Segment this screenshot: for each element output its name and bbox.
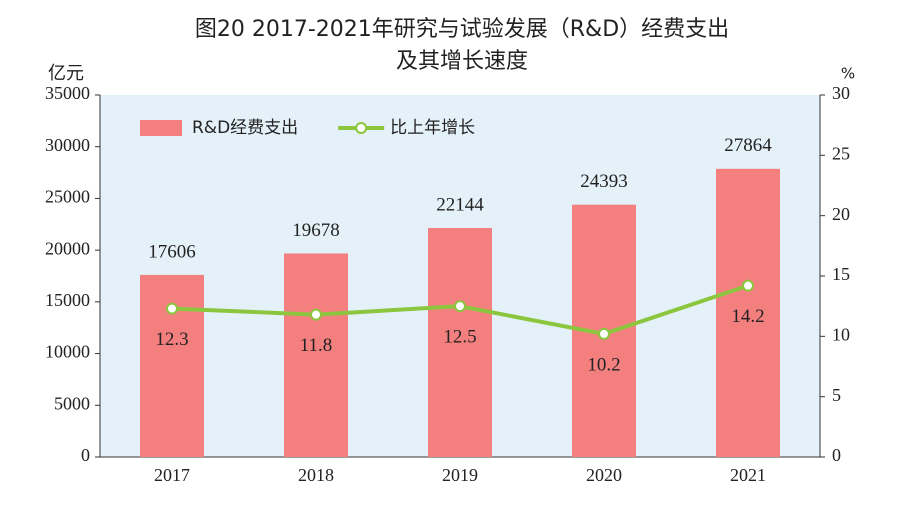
y2-tick-label: 15 (832, 264, 850, 284)
y-axis-label: 亿元 (48, 63, 84, 84)
legend-swatch (140, 120, 182, 136)
y-tick-label: 0 (81, 445, 90, 465)
y-tick-label: 30000 (45, 135, 90, 155)
x-tick-label: 2021 (730, 465, 766, 485)
y2-tick-label: 30 (832, 83, 850, 103)
line-value-label: 11.8 (300, 335, 333, 356)
x-tick-label: 2020 (586, 465, 622, 485)
bar (716, 168, 780, 457)
bar (284, 253, 348, 457)
line-marker (742, 279, 754, 292)
y-tick-label: 25000 (45, 187, 90, 207)
line-marker (310, 308, 322, 321)
bar-value-label: 24393 (580, 171, 628, 192)
y-tick-label: 35000 (45, 83, 90, 103)
y-tick-label: 20000 (45, 238, 90, 258)
chart-title: 及其增长速度 (396, 49, 528, 74)
line-marker (454, 300, 466, 313)
x-tick-label: 2018 (298, 465, 334, 485)
line-marker (598, 327, 610, 340)
legend-swatch (355, 122, 368, 134)
y2-axis-label: % (841, 65, 855, 83)
y2-tick-label: 5 (832, 385, 841, 405)
y-tick-label: 15000 (45, 290, 90, 310)
y2-tick-label: 0 (832, 445, 841, 465)
legend-label: R&D经费支出 (192, 118, 298, 138)
line-value-label: 14.2 (731, 306, 764, 327)
y2-tick-label: 20 (832, 204, 850, 224)
line-value-label: 12.3 (155, 329, 188, 350)
bar-value-label: 19678 (292, 220, 340, 241)
line-marker (166, 302, 178, 315)
chart-title: 图20 2017-2021年研究与试验发展（R&D）经费支出 (195, 17, 729, 42)
x-tick-label: 2019 (442, 465, 478, 485)
bar-value-label: 27864 (724, 135, 772, 156)
y2-tick-label: 10 (832, 324, 850, 344)
y-tick-label: 5000 (54, 393, 90, 413)
bar (428, 227, 492, 457)
bar-value-label: 22144 (436, 194, 484, 215)
legend-label: 比上年增长 (390, 118, 475, 138)
x-tick-label: 2017 (154, 465, 190, 485)
y2-tick-label: 25 (832, 143, 850, 163)
bar (140, 274, 204, 457)
line-value-label: 10.2 (587, 354, 620, 375)
bar-value-label: 17606 (148, 241, 196, 262)
y-tick-label: 10000 (45, 342, 90, 362)
line-value-label: 12.5 (443, 327, 476, 348)
